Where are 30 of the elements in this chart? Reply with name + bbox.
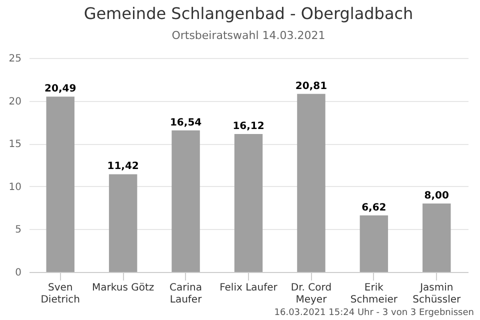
y-tick-label: 0 — [15, 268, 22, 278]
data-label: 11,42 — [107, 161, 139, 172]
bar — [422, 204, 451, 272]
x-tick-label: Markus Götz — [92, 282, 154, 294]
data-label: 16,12 — [232, 121, 264, 132]
bar — [297, 94, 326, 272]
bar — [360, 215, 388, 272]
y-tick-label: 20 — [8, 96, 22, 108]
bar — [108, 174, 138, 272]
bar — [46, 96, 74, 272]
y-tick-label: 15 — [8, 139, 22, 150]
x-tick-label: Erik Schmeier — [350, 282, 398, 306]
x-tick-label: Jasmin Schüssler — [412, 282, 462, 306]
x-tick-label: Dr. Cord Meyer — [290, 282, 332, 306]
x-tick-label: Carina Laufer — [170, 282, 203, 306]
bar — [234, 134, 263, 272]
y-tick-label: 25 — [8, 54, 22, 64]
chart-subtitle: Ortsbeiratswahl 14.03.2021 — [172, 29, 326, 42]
data-label: 16,54 — [170, 117, 202, 128]
data-label: 6,62 — [362, 202, 386, 214]
data-label: 20,49 — [44, 84, 76, 95]
y-tick-label: 10 — [8, 182, 22, 193]
x-tick-label: Felix Laufer — [220, 282, 278, 294]
data-label: 8,00 — [424, 190, 450, 202]
bar — [172, 130, 200, 272]
y-tick-label: 5 — [15, 224, 22, 236]
data-label: 20,81 — [295, 80, 328, 92]
chart-title: Gemeinde Schlangenbad - Obergladbach — [84, 4, 414, 23]
text: 16.03.2021 15:24 Uhr - 3 von 3 Ergebnissen — [274, 308, 474, 318]
x-tick-label: Sven Dietrich — [40, 282, 80, 306]
